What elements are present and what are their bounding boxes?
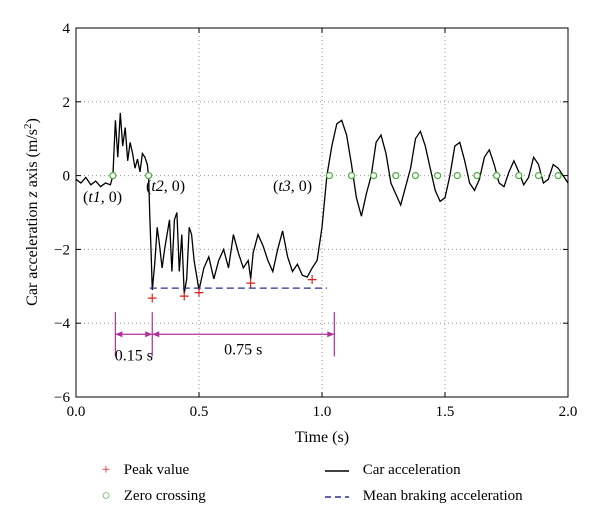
zero-crossing-marker <box>144 172 153 180</box>
marker-layer: + + ++ + <box>109 172 562 306</box>
peak-marker: + <box>178 289 190 305</box>
x-axis-label: Time (s) <box>295 429 349 446</box>
duration-label-1: 0.15 s <box>115 347 153 364</box>
peak-marker: + <box>193 285 205 301</box>
y-axis-label: Car acceleration z axis (m/s2) <box>22 118 41 306</box>
y-tick-label: −4 <box>54 316 70 332</box>
legend-mean: Mean braking acceleration <box>323 488 523 505</box>
duration-arrow-1-head <box>115 331 123 338</box>
zero-crossing-marker <box>554 172 562 180</box>
t3-label: (t3, 0) <box>273 178 312 195</box>
zero-crossing-marker <box>411 172 420 180</box>
duration-arrow-2-head <box>327 331 335 338</box>
peak-marker: + <box>306 272 318 288</box>
duration-arrow-1-head <box>145 331 153 338</box>
t1-label: (t1, 0) <box>83 189 122 206</box>
zero-crossing-icon: ○ <box>101 488 111 504</box>
y-tick-label: 2 <box>63 95 71 111</box>
legend-mean-label: Mean braking acceleration <box>362 488 523 504</box>
zero-crossing-marker <box>325 172 333 180</box>
y-tick-label: 4 <box>63 21 71 37</box>
peak-marker-icon: + <box>101 462 111 478</box>
x-tick-label: 1.5 <box>436 404 455 420</box>
legend-zero: ○ Zero crossing <box>92 488 206 505</box>
solid-line-icon <box>325 469 349 472</box>
grid-lines <box>76 28 568 397</box>
legend-acc-label: Car acceleration <box>362 462 461 478</box>
duration-label-2: 0.75 s <box>224 341 262 358</box>
y-tick-label: −2 <box>54 242 70 258</box>
x-tick-label: 0.0 <box>67 404 86 420</box>
zero-crossing-marker <box>347 172 356 180</box>
legend-peak: + Peak value <box>92 462 189 479</box>
x-tick-label: 2.0 <box>559 404 578 420</box>
legend-acc: Car acceleration <box>323 462 461 479</box>
peak-marker: + <box>245 276 257 292</box>
t2-label: (t2, 0) <box>146 178 185 195</box>
zero-crossing-marker <box>434 172 442 180</box>
dashed-line-icon <box>325 495 349 498</box>
zero-crossing-marker <box>493 172 501 180</box>
zero-crossing-marker <box>453 172 461 180</box>
zero-crossing-marker <box>534 172 543 180</box>
car-acceleration-line <box>75 112 569 294</box>
zero-crossing-marker <box>473 172 481 180</box>
peak-marker: + <box>146 290 158 306</box>
zero-crossing-marker <box>392 172 400 180</box>
legend-zero-label: Zero crossing <box>123 488 206 504</box>
zero-crossing-marker <box>370 172 378 180</box>
y-tick-label: −6 <box>54 390 70 406</box>
y-tick-label: 0 <box>63 169 71 185</box>
zero-crossing-marker <box>109 172 117 180</box>
legend-peak-label: Peak value <box>123 462 190 478</box>
duration-arrow-2-head <box>152 331 160 338</box>
axis-ticks: 0.0 0.5 1.0 1.5 2.0 −6 −4 −2 0 2 4 <box>54 21 577 420</box>
x-tick-label: 0.5 <box>190 404 209 420</box>
annotation-layer: (t1, 0) (t2, 0) (t3, 0) 0.15 s 0.75 s <box>83 178 335 364</box>
x-tick-label: 1.0 <box>313 404 332 420</box>
series-layer <box>75 112 569 294</box>
zero-crossing-marker <box>515 172 523 180</box>
